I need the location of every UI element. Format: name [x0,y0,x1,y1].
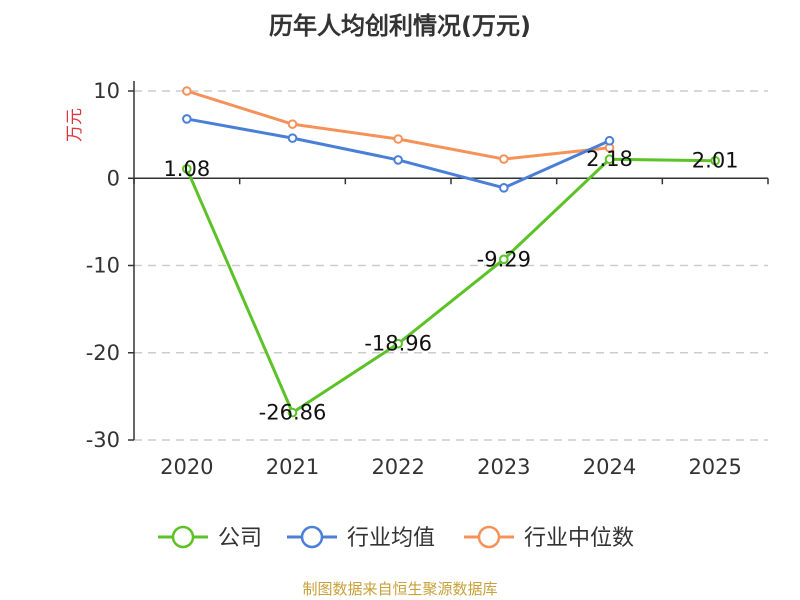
axis-layer: 10 0 -10 -20 -30 2020 2021 2022 2023 2024 2025 [86,79,769,479]
legend-item[interactable]: 行业中位数 [464,525,634,551]
x-tick-label: 2020 [160,455,213,479]
y-tick-label: -20 [86,341,120,365]
data-point[interactable] [499,254,509,265]
legend-label: 公司 [218,526,262,551]
y-tick-label: -10 [86,254,120,278]
y-tick-label: 0 [107,166,120,190]
series-line [186,89,610,161]
legend[interactable]: 公司 行业均值 行业中位数 [158,525,634,551]
x-tick-label: 2024 [583,455,636,479]
data-point[interactable] [393,134,403,144]
y-tick-label: 10 [93,79,120,103]
data-point[interactable] [182,86,192,96]
data-point[interactable] [499,183,509,193]
data-label: -18.96 [364,332,432,356]
data-point[interactable] [182,164,192,174]
data-point[interactable] [287,119,298,129]
data-label: -26.86 [259,401,327,425]
data-label: 2.18 [586,147,633,171]
data-label: 1.08 [163,157,210,181]
label-layer: 1.08 -26.86 -18.96 -9.29 2.18 2.01 [163,147,738,424]
data-point[interactable] [710,155,720,166]
x-tick-label: 2023 [477,455,530,479]
data-point[interactable] [604,135,615,146]
data-point[interactable] [287,407,298,418]
data-point[interactable] [393,338,403,349]
legend-marker [300,525,324,549]
data-label: 2.01 [692,149,739,173]
chart-title: 历年人均创利情况(万元) [269,12,531,40]
source-note: 制图数据来自恒生聚源数据库 [302,580,498,598]
data-point[interactable] [604,154,615,165]
data-label: -9.29 [477,247,531,271]
legend-item[interactable]: 行业均值 [287,525,435,551]
x-tick-label: 2022 [371,455,424,479]
x-tick-label: 2021 [266,455,319,479]
legend-label: 行业中位数 [524,526,634,551]
legend-marker [171,525,195,549]
series-line [185,157,716,415]
legend-label: 行业均值 [347,526,435,551]
grid-layer [134,90,768,441]
data-point[interactable] [182,114,192,124]
legend-marker [477,525,501,549]
x-tick-label: 2025 [688,455,741,479]
data-point[interactable] [499,154,509,164]
y-tick-label: -30 [86,428,120,452]
data-point[interactable] [287,133,298,143]
y-axis-label: 万元 [65,108,85,142]
legend-item[interactable]: 公司 [158,525,262,551]
series-layer [182,86,720,418]
data-point[interactable] [393,155,403,165]
